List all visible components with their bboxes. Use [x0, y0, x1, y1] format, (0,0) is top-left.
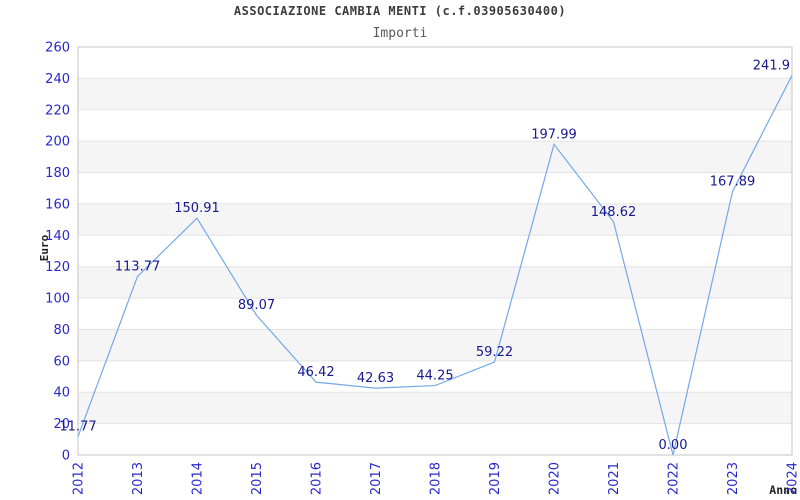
y-tick-label: 80 — [53, 323, 70, 338]
data-series-line — [77, 75, 793, 456]
data-point-label: 150.91 — [174, 201, 220, 216]
band-stripe — [78, 392, 792, 424]
data-point-label: 167.89 — [710, 175, 756, 190]
y-tick-label: 240 — [45, 72, 70, 87]
data-point-label: 89.07 — [238, 298, 275, 313]
x-tick-label: 2017 — [369, 462, 384, 495]
data-point-label: 46.42 — [297, 365, 334, 380]
data-point-label: 197.99 — [531, 127, 577, 142]
chart-subtitle: Importi — [372, 26, 428, 41]
x-tick-label: 2019 — [488, 462, 503, 495]
y-tick-label: 100 — [45, 292, 70, 307]
y-tick-label: 180 — [45, 166, 70, 181]
data-point-label: 44.25 — [416, 369, 453, 384]
y-tick-label: 260 — [45, 41, 70, 56]
band-stripe — [78, 329, 792, 361]
y-tick-label: 120 — [45, 260, 70, 275]
band-stripe — [78, 266, 792, 299]
x-tick-label: 2020 — [548, 462, 563, 495]
data-point-label: 59.22 — [476, 345, 513, 360]
x-tick-label: 2023 — [726, 462, 741, 495]
x-tick-label: 2021 — [607, 462, 622, 495]
x-tick-label: 2015 — [250, 462, 265, 495]
band-stripe — [78, 78, 792, 110]
x-axis-title: Anno — [769, 483, 797, 497]
y-tick-label: 20 — [53, 417, 70, 432]
plot-border — [77, 46, 793, 456]
x-tick-label: 2014 — [191, 462, 206, 495]
y-tick-label: 40 — [53, 386, 70, 401]
band-stripe — [78, 203, 792, 236]
y-tick-label: 220 — [45, 103, 70, 118]
x-tick-label: 2018 — [429, 462, 444, 495]
data-point-label: 113.77 — [115, 259, 161, 274]
y-tick-label: 140 — [45, 229, 70, 244]
data-point-label: 0.00 — [659, 438, 688, 453]
data-point-label: 11.77 — [59, 420, 96, 435]
y-tick-label: 200 — [45, 135, 70, 150]
x-tick-label: 2016 — [310, 462, 325, 495]
chart-title: ASSOCIAZIONE CAMBIA MENTI (c.f.039056304… — [233, 4, 567, 18]
x-tick-label: 2013 — [131, 462, 146, 495]
y-tick-label: 160 — [45, 197, 70, 212]
data-point-label: 241.9 — [753, 58, 790, 73]
data-point-label: 148.62 — [591, 205, 637, 220]
x-tick-label: 2022 — [667, 462, 682, 495]
y-tick-label: 0 — [62, 449, 70, 464]
data-point-label: 42.63 — [357, 371, 394, 386]
x-tick-label: 2012 — [72, 462, 87, 495]
y-tick-label: 60 — [53, 354, 70, 369]
band-stripe — [78, 141, 792, 173]
x-tick-label: 2024 — [786, 462, 800, 495]
